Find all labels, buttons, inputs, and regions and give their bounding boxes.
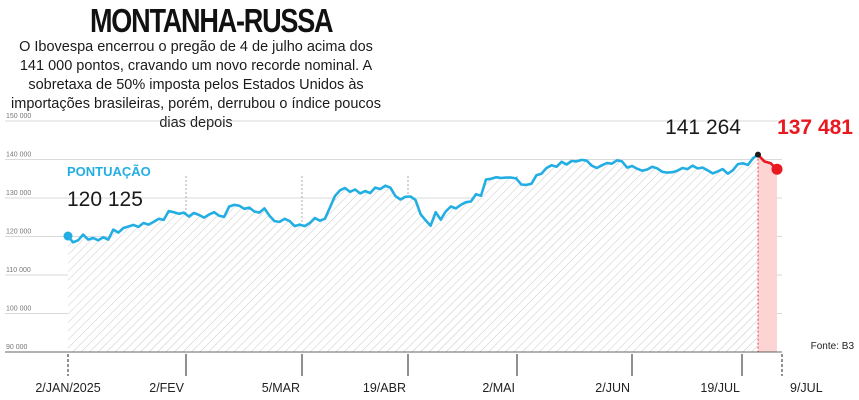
y-tick-label: 140 000 [6, 152, 31, 159]
tick-layer: 2/JAN/2025 2/FEV 5/MAR 19/ABR 2/MAI 2/JUN 19/J… [5, 351, 823, 395]
end-marker [771, 163, 783, 175]
headline: MONTANHA-RUSSA [90, 2, 334, 39]
end-value-label: 137 481 [777, 116, 853, 139]
y-tick-label: 110 000 [6, 267, 31, 274]
source-note: Fonte: B3 [811, 341, 855, 352]
x-tick-label: 2/JUN [595, 381, 630, 395]
drop-area-fill [758, 154, 777, 352]
start-value-label: 120 125 [67, 188, 143, 211]
x-tick-label: 19/JUL [700, 381, 740, 395]
series-line [66, 153, 759, 244]
x-tick-label: 2/MAI [482, 381, 515, 395]
peak-value-label: 141 264 [665, 116, 741, 139]
y-tick-label: 150 000 [6, 113, 31, 120]
y-tick-label: 120 000 [6, 229, 31, 236]
y-tick-label: 100 000 [6, 306, 31, 313]
area-fill [68, 154, 758, 352]
subtitle: O Ibovespa encerrou o pregão de 4 de jul… [11, 39, 381, 131]
peak-marker [755, 151, 761, 158]
x-tick-label: 2/JAN/2025 [35, 381, 100, 395]
area-layer [68, 154, 777, 352]
y-tick-label: 90 000 [6, 344, 28, 351]
x-tick-label: 2/FEV [149, 381, 184, 395]
y-tick-label: 130 000 [6, 190, 31, 197]
series-label: PONTUAÇÃO [67, 164, 151, 179]
start-marker [63, 231, 73, 241]
label-layer: Fonte: B3 PONTUAÇÃO 120 125 141 264 137 481 [67, 116, 854, 352]
line-layer [63, 151, 783, 244]
x-tick-label: 9/JUL [790, 381, 823, 395]
x-tick-label: 19/ABR [363, 381, 406, 395]
x-tick-label: 5/MAR [262, 381, 300, 395]
